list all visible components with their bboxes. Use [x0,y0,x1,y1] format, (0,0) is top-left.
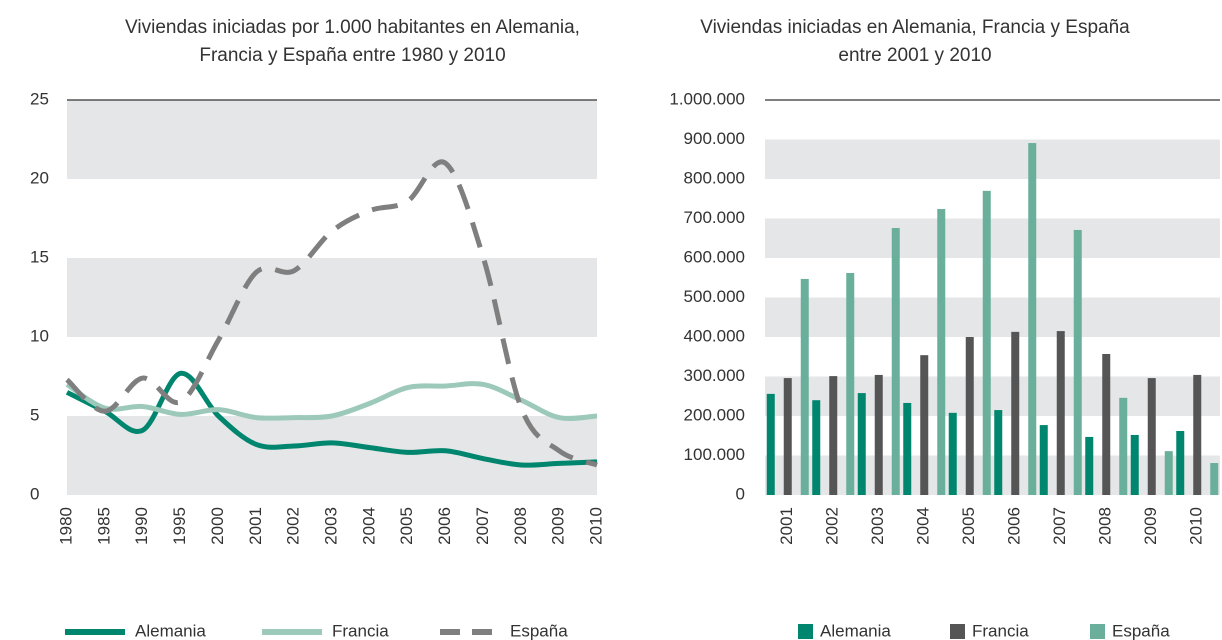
x-tick-label: 1980 [56,507,75,545]
chart-title: Viviendas iniciadas por 1.000 habitantes… [125,17,580,66]
bar [982,190,991,495]
x-tick-label: 2009 [549,507,568,545]
bar [1039,425,1048,495]
legend-swatch [1090,624,1105,639]
x-tick-label: 2007 [473,507,492,545]
y-tick-label: 10 [30,326,49,345]
x-tick-label: 2001 [777,507,796,545]
x-tick-label: 2010 [586,507,605,545]
y-tick-label: 300.000 [684,366,745,385]
y-tick-label: 0 [30,484,39,503]
bar [920,355,929,495]
legend-swatch [798,624,813,639]
bar [1028,143,1037,495]
bar [1193,374,1202,495]
bar [1056,331,1065,495]
bar [948,412,957,495]
bar [874,374,883,495]
bar [829,376,838,495]
grid-band [765,139,1220,179]
y-tick-label: 1.000.000 [669,89,745,108]
x-tick-label: 2002 [823,507,842,545]
y-tick-label: 500.000 [684,287,745,306]
bar [812,400,821,495]
x-tick-label: 2001 [246,507,265,545]
y-tick-label: 700.000 [684,208,745,227]
x-tick-label: 2005 [959,507,978,545]
grid-band [67,258,597,337]
chart-title: Viviendas iniciadas en Alemania, Francia… [700,17,1130,66]
x-tick-label: 2000 [208,507,227,545]
line [65,381,598,421]
bar [766,393,775,495]
legend-label: Alemania [820,621,891,640]
x-tick-label: 2004 [359,507,378,545]
bar [937,209,946,495]
x-tick-label: 2008 [1096,507,1115,545]
x-tick-label: 1995 [170,507,189,545]
bar [903,402,912,495]
x-tick-label: 2005 [397,507,416,545]
bar [1130,434,1139,495]
x-tick-label: 2003 [321,507,340,545]
line [65,159,598,468]
bar [891,227,900,496]
grid-band [67,100,597,179]
x-tick-label: 2002 [284,507,303,545]
bar [1164,451,1173,495]
legend-swatch [950,624,965,639]
y-tick-label: 900.000 [684,129,745,148]
legend-label: Francia [972,621,1029,640]
y-tick-label: 600.000 [684,247,745,266]
bar [857,393,866,495]
x-tick-label: 2006 [435,507,454,545]
line [65,370,598,468]
grid-band [765,297,1220,337]
x-tick-label: 2010 [1187,507,1206,545]
y-tick-label: 0 [736,484,745,503]
y-tick-label: 200.000 [684,405,745,424]
y-tick-label: 25 [30,89,49,108]
x-tick-label: 2009 [1141,507,1160,545]
x-tick-label: 2007 [1050,507,1069,545]
y-tick-label: 15 [30,247,49,266]
bar [1210,463,1219,495]
legend-label: Francia [332,621,389,640]
x-tick-label: 1985 [94,507,113,545]
bar [1011,331,1020,495]
bar [994,410,1003,495]
x-tick-label: 2006 [1005,507,1024,545]
x-tick-label: 2004 [914,507,933,545]
grid-band [765,218,1220,258]
bar [965,337,974,495]
bar [846,273,855,495]
legend-label: Alemania [135,621,206,640]
grid-band [67,416,597,495]
y-tick-label: 400.000 [684,326,745,345]
bar [783,378,792,495]
bar [800,278,809,495]
x-tick-label: 2008 [511,507,530,545]
y-tick-label: 800.000 [684,168,745,187]
bar [1102,353,1111,495]
grid-band [765,376,1220,416]
y-tick-label: 5 [30,405,39,424]
bar [1119,397,1128,495]
bar [1085,436,1094,495]
legend-label: España [510,621,568,640]
x-tick-label: 1990 [132,507,151,545]
bar [1073,229,1082,495]
bar [1176,431,1185,495]
x-tick-label: 2003 [868,507,887,545]
y-tick-label: 20 [30,168,49,187]
legend-label: España [1112,621,1170,640]
grid-band [765,455,1220,495]
bar [1147,378,1156,495]
y-tick-label: 100.000 [684,445,745,464]
